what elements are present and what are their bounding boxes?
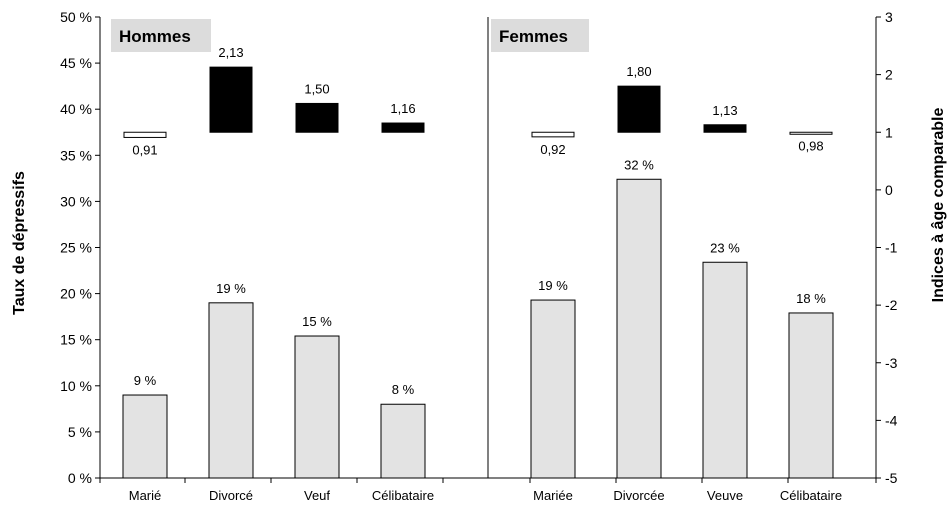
- rate-bar: [380, 403, 426, 479]
- panel-title-box: [491, 19, 589, 52]
- index-label: 1,16: [390, 101, 415, 116]
- y-tick-label-left: 50 %: [60, 9, 92, 25]
- rate-label: 19 %: [538, 278, 568, 293]
- y-tick-label-left: 5 %: [68, 424, 92, 440]
- rate-bar: [616, 178, 662, 479]
- panel-title-box: [111, 19, 211, 52]
- y-tick-label-left: 35 %: [60, 147, 92, 163]
- y-tick-label-left: 40 %: [60, 101, 92, 117]
- y-tick-label-left: 25 %: [60, 240, 92, 256]
- index-label: 0,92: [540, 142, 565, 157]
- y-tick-label-left: 30 %: [60, 193, 92, 209]
- rate-bar: [530, 299, 576, 479]
- rate-label: 32 %: [624, 157, 654, 172]
- y-tick-label-left: 45 %: [60, 55, 92, 71]
- index-bar: [789, 131, 833, 135]
- index-label: 0,91: [132, 142, 157, 157]
- y-tick-label-left: 10 %: [60, 378, 92, 394]
- y-tick-label-right: -4: [885, 412, 898, 428]
- rate-bar: [788, 312, 834, 479]
- index-label: 1,13: [712, 103, 737, 118]
- y-tick-label-right: 1: [885, 124, 893, 140]
- rate-label: 9 %: [134, 373, 157, 388]
- y-tick-label-left: 15 %: [60, 332, 92, 348]
- rate-label: 23 %: [710, 240, 740, 255]
- y-tick-label-right: 3: [885, 9, 893, 25]
- x-category-label: Marié: [129, 488, 162, 503]
- y-tick-label-left: 0 %: [68, 470, 92, 486]
- index-bar: [531, 131, 575, 138]
- rate-bar: [294, 335, 340, 479]
- rate-label: 18 %: [796, 291, 826, 306]
- rate-label: 15 %: [302, 314, 332, 329]
- index-bar: [381, 122, 425, 133]
- x-category-label: Célibataire: [372, 488, 434, 503]
- index-label: 0,98: [798, 138, 823, 153]
- y-tick-label-right: -2: [885, 297, 898, 313]
- index-bar: [295, 102, 339, 133]
- index-bar: [617, 85, 661, 133]
- panel-title: Hommes: [119, 27, 191, 46]
- rate-bar: [208, 302, 254, 479]
- index-label: 1,80: [626, 64, 651, 79]
- x-category-label: Veuve: [707, 488, 743, 503]
- x-category-label: Divorcé: [209, 488, 253, 503]
- y-axis-title-left: Taux de dépressifs: [11, 171, 28, 315]
- rate-bar: [122, 394, 168, 479]
- y-tick-label-right: -3: [885, 355, 898, 371]
- rate-label: 8 %: [392, 382, 415, 397]
- bars: [122, 66, 834, 479]
- labels: 0 % 5 % 10 % 15 % 20 % 25 % 30 % 35 % 40 % 45 % 50…: [60, 9, 898, 503]
- x-category-label: Mariée: [533, 488, 573, 503]
- index-label: 1,50: [304, 81, 329, 96]
- y-tick-label-right: 2: [885, 67, 893, 83]
- index-bar: [209, 66, 253, 133]
- index-label: 2,13: [218, 45, 243, 60]
- index-bar: [123, 131, 167, 138]
- panel-title: Femmes: [499, 27, 568, 46]
- y-axis-title-right: Indices à âge comparable: [930, 108, 947, 303]
- index-bar: [703, 124, 747, 133]
- y-tick-label-right: -5: [885, 470, 898, 486]
- y-tick-label-right: 0: [885, 182, 893, 198]
- x-category-label: Veuf: [304, 488, 330, 503]
- x-category-label: Célibataire: [780, 488, 842, 503]
- y-tick-label-left: 20 %: [60, 286, 92, 302]
- y-tick-label-right: -1: [885, 240, 898, 256]
- x-category-label: Divorcée: [613, 488, 664, 503]
- rate-bar: [702, 261, 748, 479]
- rate-label: 19 %: [216, 281, 246, 296]
